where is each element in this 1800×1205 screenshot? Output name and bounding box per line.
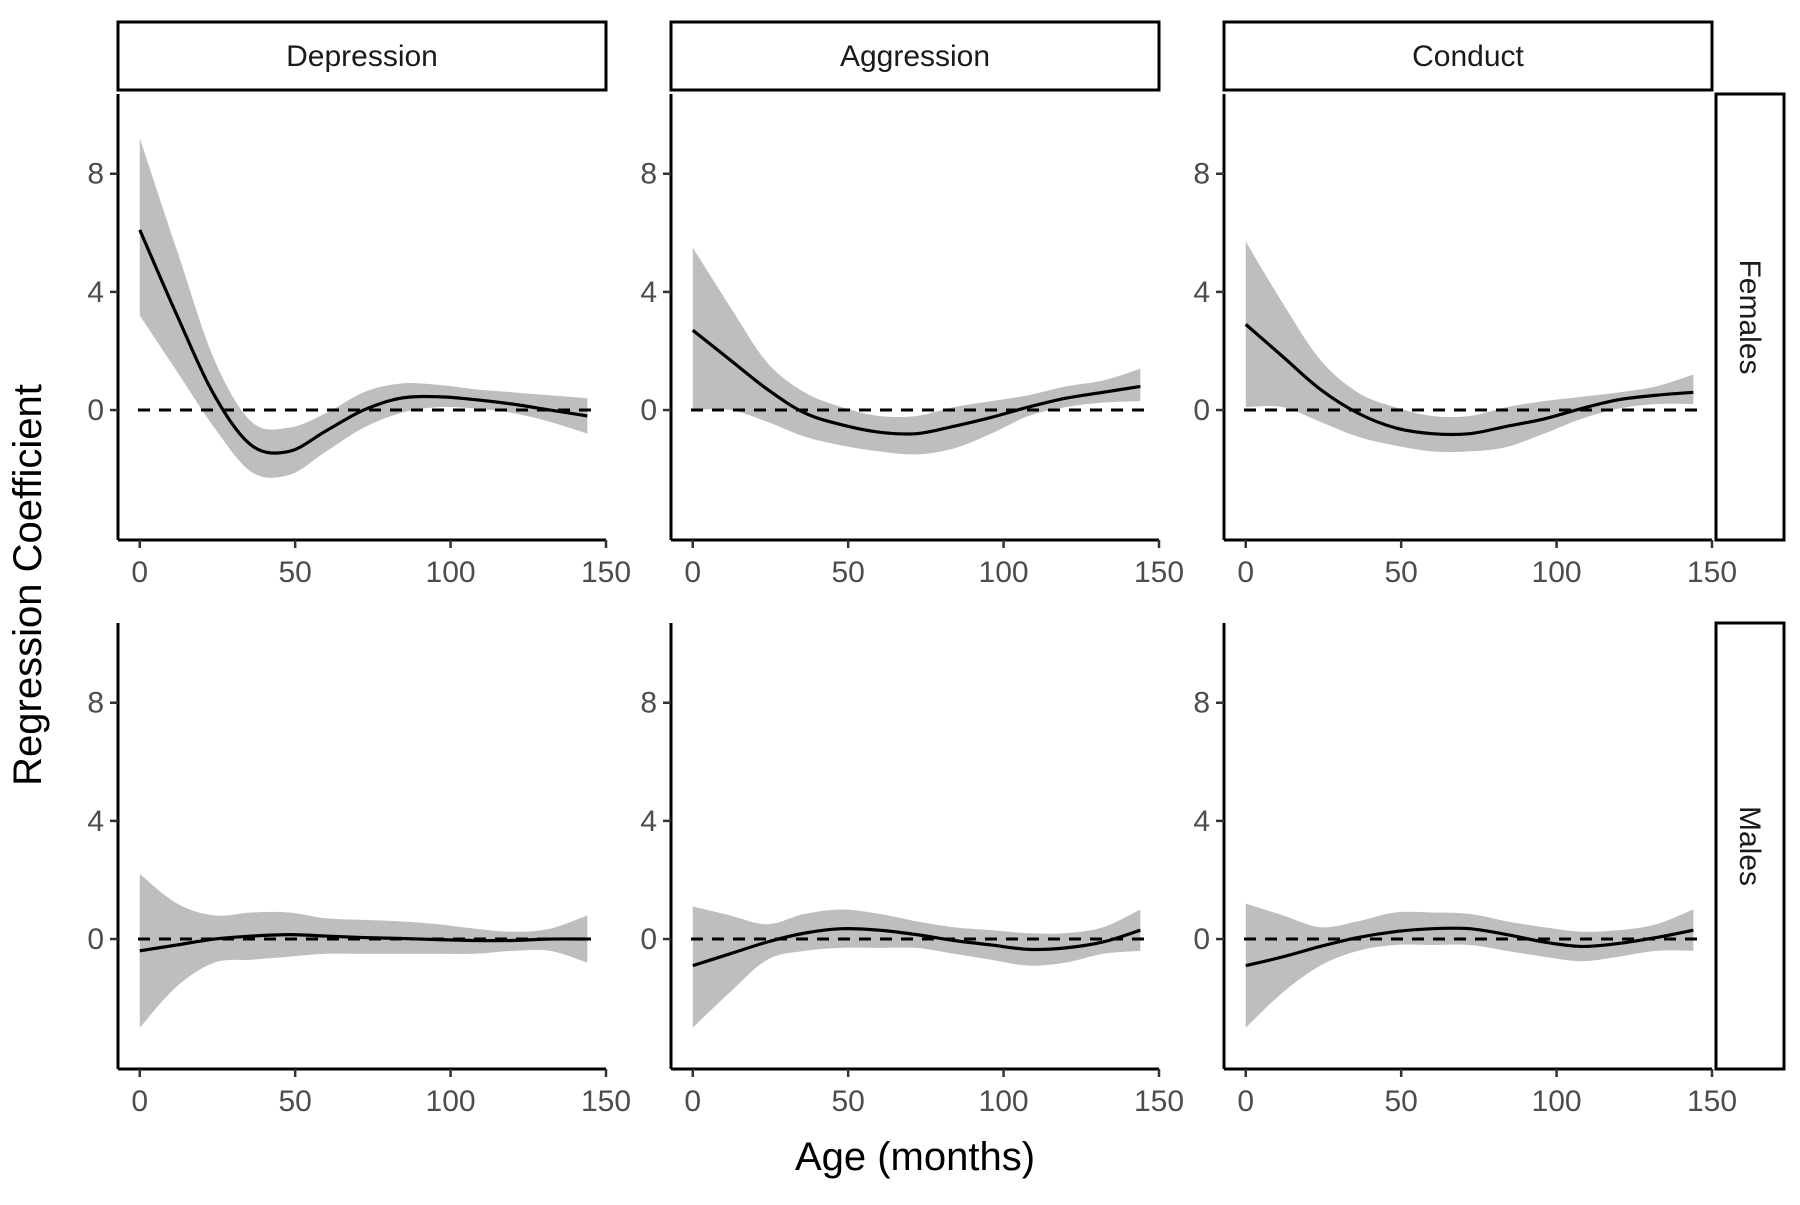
x-tick-label: 100 (1532, 1085, 1582, 1118)
x-tick-label: 0 (131, 1085, 148, 1118)
y-tick-label: 4 (1193, 805, 1210, 838)
column-strip-label: Aggression (840, 40, 990, 73)
confidence-band (139, 874, 588, 1028)
y-tick-label: 4 (87, 805, 104, 838)
x-tick-label: 50 (1384, 556, 1417, 589)
panel-depression-males: 0 4 8 0 50 100 150 (87, 623, 631, 1118)
x-tick-label: 150 (1134, 1085, 1184, 1118)
panel-conduct-females: 0 4 8 0 50 100 150 (1193, 94, 1737, 589)
confidence-band (692, 247, 1141, 455)
column-strip-conduct: Conduct (1222, 20, 1714, 92)
column-strip-box (1222, 20, 1714, 92)
row-strip-box (1714, 621, 1786, 1071)
x-tick-label: 100 (1532, 556, 1582, 589)
x-tick-label: 0 (1237, 1085, 1254, 1118)
x-tick-label: 150 (1687, 556, 1737, 589)
confidence-band (139, 138, 588, 478)
row-strip-box (1714, 92, 1786, 542)
x-tick-label: 150 (1134, 556, 1184, 589)
x-tick-label: 100 (979, 1085, 1029, 1118)
panel-aggression-females: 0 4 8 0 50 100 150 (640, 94, 1184, 589)
x-tick-label: 50 (278, 1085, 311, 1118)
y-axis-title: Regression Coefficient (6, 384, 50, 786)
confidence-band (692, 906, 1141, 1028)
y-tick-label: 8 (640, 687, 657, 720)
y-tick-label: 8 (1193, 687, 1210, 720)
x-tick-label: 50 (1384, 1085, 1417, 1118)
y-tick-label: 0 (87, 923, 104, 956)
x-tick-label: 50 (278, 556, 311, 589)
x-tick-label: 50 (831, 1085, 864, 1118)
y-tick-label: 8 (1193, 158, 1210, 191)
y-tick-label: 0 (1193, 923, 1210, 956)
column-strip-label: Conduct (1412, 40, 1524, 73)
y-tick-label: 0 (640, 394, 657, 427)
panel-layer: Depression Aggression ConductFemalesMales0… (87, 20, 1786, 1118)
fitted-line (691, 329, 1141, 436)
x-tick-label: 0 (684, 1085, 701, 1118)
fitted-line (139, 933, 588, 953)
column-strip-box (116, 20, 608, 92)
y-tick-label: 4 (640, 805, 657, 838)
confidence-band (1245, 903, 1694, 1028)
x-tick-label: 100 (979, 556, 1029, 589)
y-tick-label: 4 (87, 276, 104, 309)
x-tick-label: 100 (426, 556, 476, 589)
y-tick-label: 8 (640, 158, 657, 191)
y-tick-label: 8 (87, 158, 104, 191)
column-strip-label: Depression (286, 40, 438, 73)
column-strip-aggression: Aggression (669, 20, 1161, 92)
confidence-band (1245, 241, 1694, 453)
row-strip-males: Males (1714, 621, 1786, 1071)
row-strip-females: Females (1714, 92, 1786, 542)
fitted-line (1244, 323, 1694, 437)
y-tick-label: 4 (640, 276, 657, 309)
x-tick-label: 50 (831, 556, 864, 589)
panel-depression-females: 0 4 8 0 50 100 150 (87, 94, 631, 589)
x-tick-label: 150 (1687, 1085, 1737, 1118)
fitted-line (692, 926, 1141, 968)
x-tick-label: 0 (1237, 556, 1254, 589)
panel-aggression-males: 0 4 8 0 50 100 150 (640, 623, 1184, 1118)
fitted-line (1245, 926, 1694, 968)
x-tick-label: 150 (581, 556, 631, 589)
panel-conduct-males: 0 4 8 0 50 100 150 (1193, 623, 1737, 1118)
fitted-line (138, 229, 588, 455)
x-tick-label: 0 (131, 556, 148, 589)
y-tick-label: 0 (1193, 394, 1210, 427)
x-axis-title: Age (months) (795, 1135, 1035, 1179)
x-tick-label: 100 (426, 1085, 476, 1118)
row-strip-label: Females (1733, 259, 1766, 374)
row-strip-label: Males (1733, 806, 1766, 886)
column-strip-depression: Depression (116, 20, 608, 92)
x-tick-label: 0 (684, 556, 701, 589)
column-strip-box (669, 20, 1161, 92)
x-tick-label: 150 (581, 1085, 631, 1118)
y-tick-label: 0 (640, 923, 657, 956)
y-tick-label: 4 (1193, 276, 1210, 309)
y-tick-label: 8 (87, 687, 104, 720)
y-tick-label: 0 (87, 394, 104, 427)
